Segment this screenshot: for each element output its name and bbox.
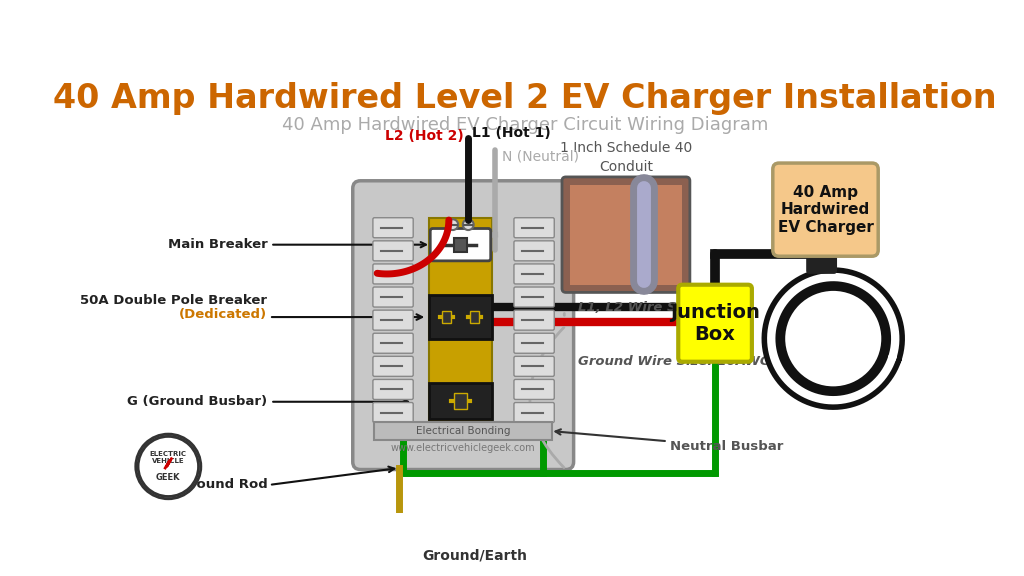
FancyBboxPatch shape	[373, 403, 414, 423]
FancyBboxPatch shape	[514, 218, 554, 238]
FancyBboxPatch shape	[678, 285, 752, 362]
Text: L1, L2 Wire Size: 6AWG: L1, L2 Wire Size: 6AWG	[578, 301, 752, 314]
Text: Neutral Busbar: Neutral Busbar	[555, 429, 784, 453]
Bar	[375, 422, 552, 440]
FancyBboxPatch shape	[373, 287, 414, 307]
Text: L1 (Hot 1): L1 (Hot 1)	[472, 126, 551, 140]
FancyBboxPatch shape	[373, 334, 414, 353]
Text: Ground Rod: Ground Rod	[179, 479, 267, 491]
FancyBboxPatch shape	[352, 181, 573, 469]
Bar	[429, 295, 493, 339]
FancyBboxPatch shape	[514, 380, 554, 399]
Text: G (Ground Busbar): G (Ground Busbar)	[127, 395, 409, 408]
Text: GEEK: GEEK	[156, 473, 180, 482]
FancyBboxPatch shape	[373, 241, 414, 261]
Text: Ground/Earth: Ground/Earth	[423, 549, 527, 563]
Text: L2 (Hot 2): L2 (Hot 2)	[385, 129, 464, 143]
Text: Junction
Box: Junction Box	[670, 303, 760, 344]
Circle shape	[463, 219, 474, 230]
Text: 1 Inch Schedule 40
Conduit: 1 Inch Schedule 40 Conduit	[560, 141, 692, 175]
Bar	[569, 185, 682, 285]
FancyBboxPatch shape	[514, 403, 554, 423]
Text: Main Breaker: Main Breaker	[168, 238, 426, 251]
Text: 40 Amp Hardwired EV Charger Circuit Wiring Diagram: 40 Amp Hardwired EV Charger Circuit Wiri…	[282, 116, 768, 134]
Circle shape	[138, 437, 199, 497]
FancyBboxPatch shape	[430, 229, 490, 261]
Text: 40 Amp
Hardwired
EV Charger: 40 Amp Hardwired EV Charger	[777, 185, 873, 234]
Text: Ground Wire Size: 10AWG: Ground Wire Size: 10AWG	[578, 355, 770, 368]
FancyBboxPatch shape	[514, 357, 554, 376]
FancyBboxPatch shape	[373, 264, 414, 284]
Text: www.electricvehiclegeek.com: www.electricvehiclegeek.com	[391, 443, 536, 453]
Bar	[455, 393, 467, 409]
FancyBboxPatch shape	[373, 218, 414, 238]
FancyBboxPatch shape	[773, 163, 879, 256]
FancyBboxPatch shape	[514, 264, 554, 284]
FancyBboxPatch shape	[514, 241, 554, 261]
FancyBboxPatch shape	[562, 177, 690, 293]
Text: 40 Amp Hardwired Level 2 EV Charger Installation: 40 Amp Hardwired Level 2 EV Charger Inst…	[53, 82, 996, 115]
Circle shape	[136, 434, 201, 499]
FancyBboxPatch shape	[373, 310, 414, 330]
FancyBboxPatch shape	[807, 252, 837, 273]
FancyBboxPatch shape	[373, 357, 414, 376]
Text: (Dedicated): (Dedicated)	[179, 308, 267, 321]
Bar	[470, 311, 479, 323]
Text: N (Neutral): N (Neutral)	[502, 149, 579, 163]
FancyBboxPatch shape	[373, 380, 414, 399]
Text: Electrical Bonding: Electrical Bonding	[416, 426, 510, 436]
Bar	[429, 382, 493, 419]
Text: 50A Double Pole Breaker: 50A Double Pole Breaker	[81, 294, 267, 308]
Bar	[442, 311, 452, 323]
Text: ELECTRIC
VEHICLE: ELECTRIC VEHICLE	[150, 450, 186, 464]
FancyBboxPatch shape	[514, 334, 554, 353]
FancyBboxPatch shape	[514, 310, 554, 330]
FancyBboxPatch shape	[514, 287, 554, 307]
Circle shape	[447, 219, 458, 230]
Bar	[429, 218, 493, 437]
Bar	[454, 238, 467, 252]
